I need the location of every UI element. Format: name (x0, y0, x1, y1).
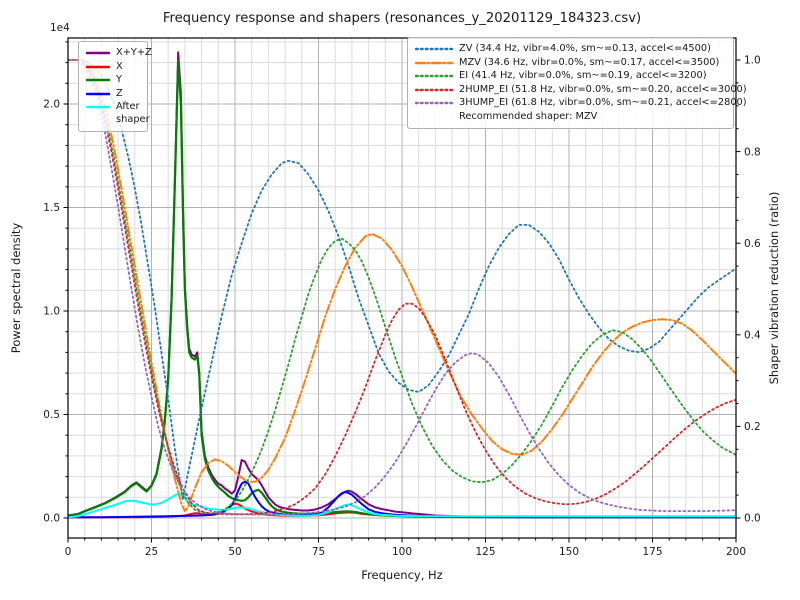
chart-generated-layers: 0 25 50 75 100 125 150 175 200 0.0 0.5 1.0 1.5 2.0 0.0… (43, 37, 761, 558)
y-left-axis-label: Power spectral density (9, 223, 23, 354)
legend-item-mzv: MZV (34.6 Hz, vibr=0.0%, sm~=0.17, accel… (415, 57, 726, 70)
y-right-tick-label: 0.4 (744, 330, 761, 342)
legend-line-sample-hump3 (415, 101, 453, 105)
y-left-tick-label: 0.5 (43, 409, 60, 421)
x-tick-label: 25 (145, 546, 158, 558)
y-right-tick-label: 0.8 (744, 146, 761, 158)
legend-label-y: Y (116, 74, 122, 85)
legend-line-sample-hump2 (415, 88, 453, 91)
legend-line-sample-z (86, 92, 110, 95)
legend-line-sample-ei (415, 74, 453, 78)
x-tick-label: 150 (559, 546, 579, 558)
y-right-axis-label: Shaper vibration reduction (ratio) (767, 192, 781, 385)
x-tick-label: 0 (65, 546, 72, 558)
curve-mzv (68, 59, 736, 513)
x-tick-label: 175 (642, 546, 662, 558)
legend-item-hump2: 2HUMP_EI (51.8 Hz, vibr=0.0%, sm~=0.20, … (415, 84, 747, 97)
y-left-tick-label: 2.0 (43, 99, 60, 111)
y-left-tick-label: 1.5 (43, 202, 60, 214)
y-right-tick-label: 0.0 (744, 513, 761, 525)
psd-legend: X+Y+Z X Y Z After shaper (78, 41, 152, 132)
x-axis-label: Frequency, Hz (361, 568, 442, 582)
legend-label-z: Z (116, 87, 123, 99)
legend-item-y: Y (86, 74, 140, 87)
y-right-tick-label: 0.2 (744, 421, 761, 433)
x-tick-label: 200 (726, 546, 746, 558)
legend-item-zv: ZV (34.4 Hz, vibr=4.0%, sm~=0.13, accel<… (415, 43, 726, 56)
curve-hump3 (68, 59, 736, 516)
curve-hump2 (68, 59, 736, 516)
x-tick-label: 125 (475, 546, 495, 558)
legend-line-sample-xyz (86, 51, 110, 55)
curve-y (68, 59, 736, 519)
legend-line-sample-zv (415, 47, 453, 51)
tick-labels: 0 25 50 75 100 125 150 175 200 0.0 0.5 1.0 1.5 2.0 0.0… (43, 55, 761, 558)
shaper-legend: ZV (34.4 Hz, vibr=4.0%, sm~=0.13, accel<… (407, 37, 747, 129)
legend-item-x: X (86, 61, 140, 74)
series-curves (68, 51, 736, 519)
legend-item-after: After shaper (86, 101, 150, 126)
legend-line-sample-y (86, 78, 110, 82)
legend-line-sample-x (86, 65, 110, 68)
legend-item-hump3: 3HUMP_EI (61.8 Hz, vibr=0.0%, sm~=0.21, … (415, 97, 747, 110)
legend-label-zv: ZV (34.4 Hz, vibr=4.0%, sm~=0.13, accel<… (459, 43, 711, 54)
legend-label-after: After shaper (116, 101, 150, 125)
recommended-shaper-label: Recommended shaper: MZV (459, 110, 598, 122)
y-right-tick-label: 0.6 (744, 238, 761, 250)
legend-label-mzv: MZV (34.6 Hz, vibr=0.0%, sm~=0.17, accel… (459, 56, 720, 68)
y-left-offset-text: 1e4 (50, 22, 70, 34)
legend-label-ei: EI (41.4 Hz, vibr=0.0%, sm~=0.19, accel<… (459, 70, 707, 81)
x-tick-label: 50 (228, 546, 241, 558)
y-right-tick-label: 1.0 (744, 55, 761, 67)
legend-line-sample-mzv (415, 61, 453, 64)
axis-ticks (63, 41, 741, 543)
legend-item-ei: EI (41.4 Hz, vibr=0.0%, sm~=0.19, accel<… (415, 70, 726, 83)
legend-label-x: X (116, 60, 123, 72)
y-left-tick-label: 1.0 (43, 306, 60, 318)
legend-label-hump2: 2HUMP_EI (51.8 Hz, vibr=0.0%, sm~=0.20, … (459, 83, 747, 95)
y-left-tick-label: 0.0 (43, 513, 60, 525)
legend-item-z: Z (86, 88, 140, 101)
x-tick-label: 75 (312, 546, 325, 558)
legend-item-xyz: X+Y+Z (86, 47, 152, 60)
curve-after (68, 493, 736, 519)
x-tick-label: 100 (392, 546, 412, 558)
legend-label-xyz: X+Y+Z (116, 47, 152, 58)
legend-line-sample-after (86, 105, 110, 109)
legend-item-recommended: Recommended shaper: MZV (415, 111, 726, 124)
legend-label-hump3: 3HUMP_EI (61.8 Hz, vibr=0.0%, sm~=0.21, … (459, 97, 747, 108)
curve-zv (68, 59, 736, 501)
chart-title: Frequency response and shapers (resonanc… (163, 11, 641, 26)
